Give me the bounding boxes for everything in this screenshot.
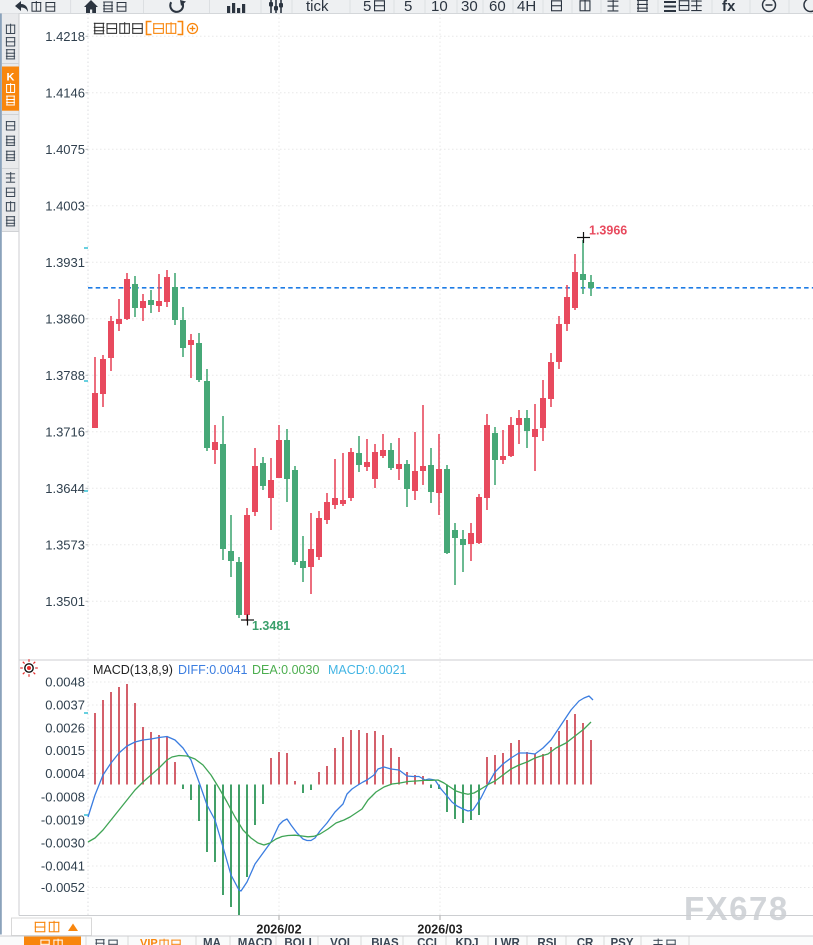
svg-text:2026/03: 2026/03	[417, 923, 462, 937]
svg-text:BOLL: BOLL	[284, 938, 315, 945]
svg-text:1.3966: 1.3966	[589, 224, 627, 238]
svg-text:0.0026: 0.0026	[45, 720, 85, 735]
svg-text:1.3573: 1.3573	[45, 537, 85, 552]
svg-text:1.3716: 1.3716	[45, 424, 85, 439]
svg-text:1.4146: 1.4146	[45, 85, 85, 100]
svg-text:-0.0041: -0.0041	[41, 859, 85, 874]
svg-text:60: 60	[489, 0, 506, 15]
svg-text:MACD: MACD	[238, 938, 273, 945]
svg-text:PSY: PSY	[610, 938, 633, 945]
svg-text:1.3788: 1.3788	[45, 368, 85, 383]
svg-text:CCI: CCI	[417, 938, 437, 945]
svg-text:-0.0008: -0.0008	[41, 790, 85, 805]
svg-text:MACD:0.0021: MACD:0.0021	[328, 663, 407, 677]
svg-text:5: 5	[404, 0, 412, 15]
svg-text:DEA:0.0030: DEA:0.0030	[252, 663, 319, 677]
svg-text:FX678: FX678	[684, 890, 789, 927]
svg-text:DIFF:0.0041: DIFF:0.0041	[178, 663, 248, 677]
svg-text:-0.0030: -0.0030	[41, 836, 85, 851]
svg-text:1.4003: 1.4003	[45, 198, 85, 213]
svg-text:0.0004: 0.0004	[45, 766, 85, 781]
svg-text:0.0015: 0.0015	[45, 743, 85, 758]
svg-text:-0.0019: -0.0019	[41, 813, 85, 828]
svg-text:KDJ: KDJ	[455, 938, 478, 945]
svg-text:1.4075: 1.4075	[45, 142, 85, 157]
svg-text:30: 30	[461, 0, 478, 15]
svg-text:1.3481: 1.3481	[252, 619, 290, 633]
svg-text:K: K	[7, 72, 15, 84]
svg-text:-0.0052: -0.0052	[41, 880, 85, 895]
svg-text:2026/02: 2026/02	[256, 923, 301, 937]
svg-text:LWR: LWR	[494, 938, 520, 945]
svg-text:0.0037: 0.0037	[45, 698, 85, 713]
svg-text:1.3501: 1.3501	[45, 594, 85, 609]
svg-text:1.3644: 1.3644	[45, 481, 85, 496]
svg-text:10: 10	[431, 0, 448, 15]
svg-text:RSI: RSI	[537, 938, 556, 945]
svg-text:BIAS: BIAS	[371, 938, 399, 945]
svg-text:4H: 4H	[517, 0, 536, 15]
svg-text:0.0048: 0.0048	[45, 675, 85, 690]
svg-text:CR: CR	[577, 938, 594, 945]
svg-text:1.3860: 1.3860	[45, 311, 85, 326]
svg-text:VOL: VOL	[330, 938, 354, 945]
svg-text:tick: tick	[306, 0, 329, 15]
svg-text:MACD(13,8,9): MACD(13,8,9)	[93, 663, 173, 677]
svg-text:VIP: VIP	[140, 938, 158, 945]
svg-text:5: 5	[363, 0, 371, 15]
svg-text:1.3931: 1.3931	[45, 255, 85, 270]
svg-text:fx: fx	[722, 0, 736, 15]
svg-text:MA: MA	[203, 938, 221, 945]
svg-text:1.4218: 1.4218	[45, 29, 85, 44]
